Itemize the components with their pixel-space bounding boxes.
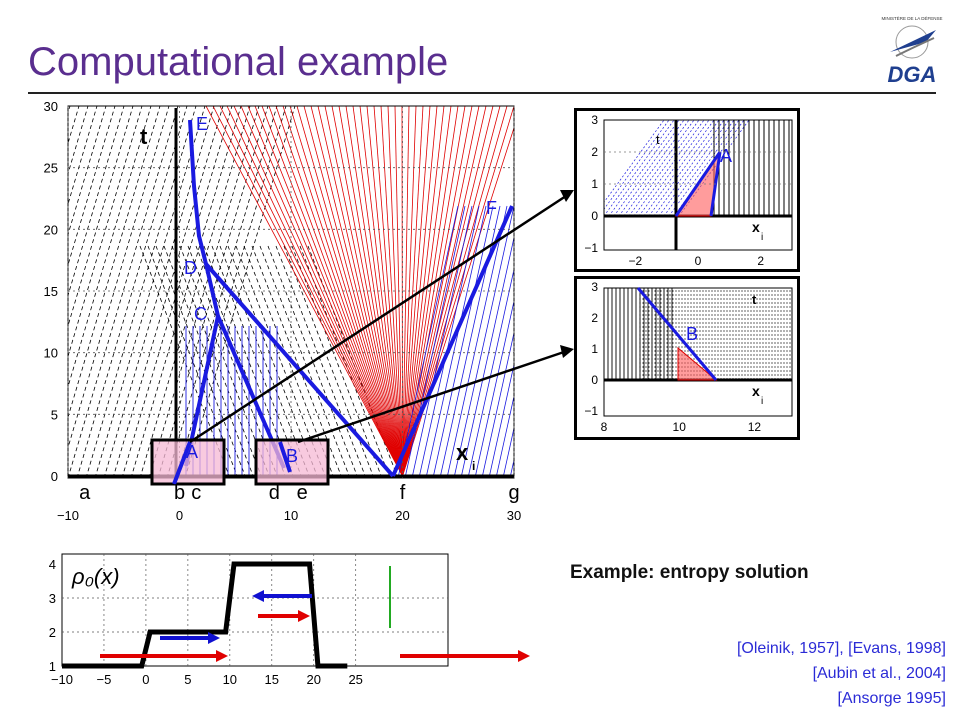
inset-b-x-tick: 12 xyxy=(748,420,762,434)
shock-label-d: D xyxy=(184,258,197,278)
speed-arrows xyxy=(100,590,530,662)
inset-a-x-label: x xyxy=(752,219,760,235)
shock-label-f: F xyxy=(486,198,497,218)
inset-b-x-tick: 10 xyxy=(673,420,687,434)
bottom-x-tick: 25 xyxy=(348,672,362,687)
reference-line-2: [Aubin et al., 2004] xyxy=(812,665,946,682)
point-label-d: d xyxy=(269,482,280,504)
inset-a-y-tick: 3 xyxy=(591,113,598,127)
inset-a-x-tick: 2 xyxy=(757,254,764,268)
bottom-x-tick: −5 xyxy=(97,672,112,687)
main-y-tick: 5 xyxy=(51,407,58,422)
inset-a-y-tick: −1 xyxy=(584,241,598,255)
inset-b-y-tick: 1 xyxy=(591,342,598,356)
inset-a-x-tick: 0 xyxy=(695,254,702,268)
shock-label-c: C xyxy=(194,304,207,324)
inset-b-t-label: t xyxy=(752,292,757,307)
bottom-y-tick: 2 xyxy=(49,625,56,640)
bottom-x-tick: 5 xyxy=(184,672,191,687)
bottom-x-tick: 20 xyxy=(307,672,321,687)
main-y-tick: 30 xyxy=(44,99,58,114)
inset-b-y-tick: 2 xyxy=(591,311,598,325)
logo-top-text: MINISTÈRE DE LA DÉFENSE xyxy=(881,15,942,21)
bottom-x-tick: 15 xyxy=(265,672,279,687)
characteristic-lines xyxy=(68,106,514,478)
axis-x-subscript: i xyxy=(472,459,475,473)
highlight-label-a: A xyxy=(186,442,198,462)
reference-line-1: [Oleinik, 1957], [Evans, 1998] xyxy=(736,640,946,657)
inset-a-x-subscript: i xyxy=(761,232,763,243)
dga-logo: MINISTÈRE DE LA DÉFENSE DGA xyxy=(881,15,942,87)
inset-b-y-tick: 0 xyxy=(591,373,598,387)
highlight-label-b: B xyxy=(286,446,298,466)
slide-title: Computational example xyxy=(28,40,449,84)
axis-t-label: t xyxy=(140,124,148,149)
bottom-x-tick: 10 xyxy=(223,672,237,687)
point-label-f: f xyxy=(400,482,406,504)
main-y-tick: 0 xyxy=(51,469,58,484)
bottom-x-tick: −10 xyxy=(51,672,73,687)
inset-plot-a: A t x i −2 0 2 −1 0 1 2 3 xyxy=(574,108,800,272)
inset-a-x-tick: −2 xyxy=(628,254,642,268)
main-y-tick: 25 xyxy=(44,161,58,176)
inset-a-label: A xyxy=(720,146,732,166)
inset-a-t-label: t xyxy=(656,132,660,147)
inset-b-y-tick: 3 xyxy=(591,280,598,294)
example-caption: Example: entropy solution xyxy=(570,562,809,583)
inset-b-x-subscript: i xyxy=(761,396,763,407)
bottom-y-tick: 3 xyxy=(49,591,56,606)
axis-x-label: x xyxy=(456,440,469,465)
inset-b-x-tick: 8 xyxy=(601,420,608,434)
inset-a-y-tick: 1 xyxy=(591,177,598,191)
point-label-g: g xyxy=(508,482,519,504)
main-x-tick: 0 xyxy=(176,508,183,523)
inset-a-y-tick: 0 xyxy=(591,209,598,223)
bottom-y-tick: 4 xyxy=(49,557,56,572)
inset-b-x-label: x xyxy=(752,383,760,399)
main-y-tick: 15 xyxy=(44,284,58,299)
shock-label-e: E xyxy=(196,114,208,134)
bottom-x-tick: 0 xyxy=(142,672,149,687)
main-y-tick: 10 xyxy=(44,346,58,361)
inset-a-y-tick: 2 xyxy=(591,145,598,159)
point-label-a: a xyxy=(79,482,91,504)
main-x-tick: 30 xyxy=(507,508,521,523)
logo-brand: DGA xyxy=(888,62,937,87)
reference-line-3: [Ansorge 1995] xyxy=(837,690,946,707)
main-x-tick: −10 xyxy=(57,508,79,523)
density-step-curve xyxy=(62,561,348,669)
main-y-tick: 20 xyxy=(44,222,58,237)
main-x-tick: 20 xyxy=(395,508,409,523)
initial-density-plot: ρ₀(x) −10 −5 0 5 10 15 20 25 1 2 3 4 xyxy=(49,553,530,687)
density-label: ρ₀(x) xyxy=(71,564,120,589)
point-label-e: e xyxy=(297,482,308,504)
point-label-c: c xyxy=(191,482,201,504)
title-divider xyxy=(28,92,936,94)
bottom-y-tick: 1 xyxy=(49,659,56,674)
point-label-b: b xyxy=(174,482,185,504)
inset-b-label: B xyxy=(686,324,698,344)
inset-b-y-tick: −1 xyxy=(584,404,598,418)
main-x-tick: 10 xyxy=(284,508,298,523)
